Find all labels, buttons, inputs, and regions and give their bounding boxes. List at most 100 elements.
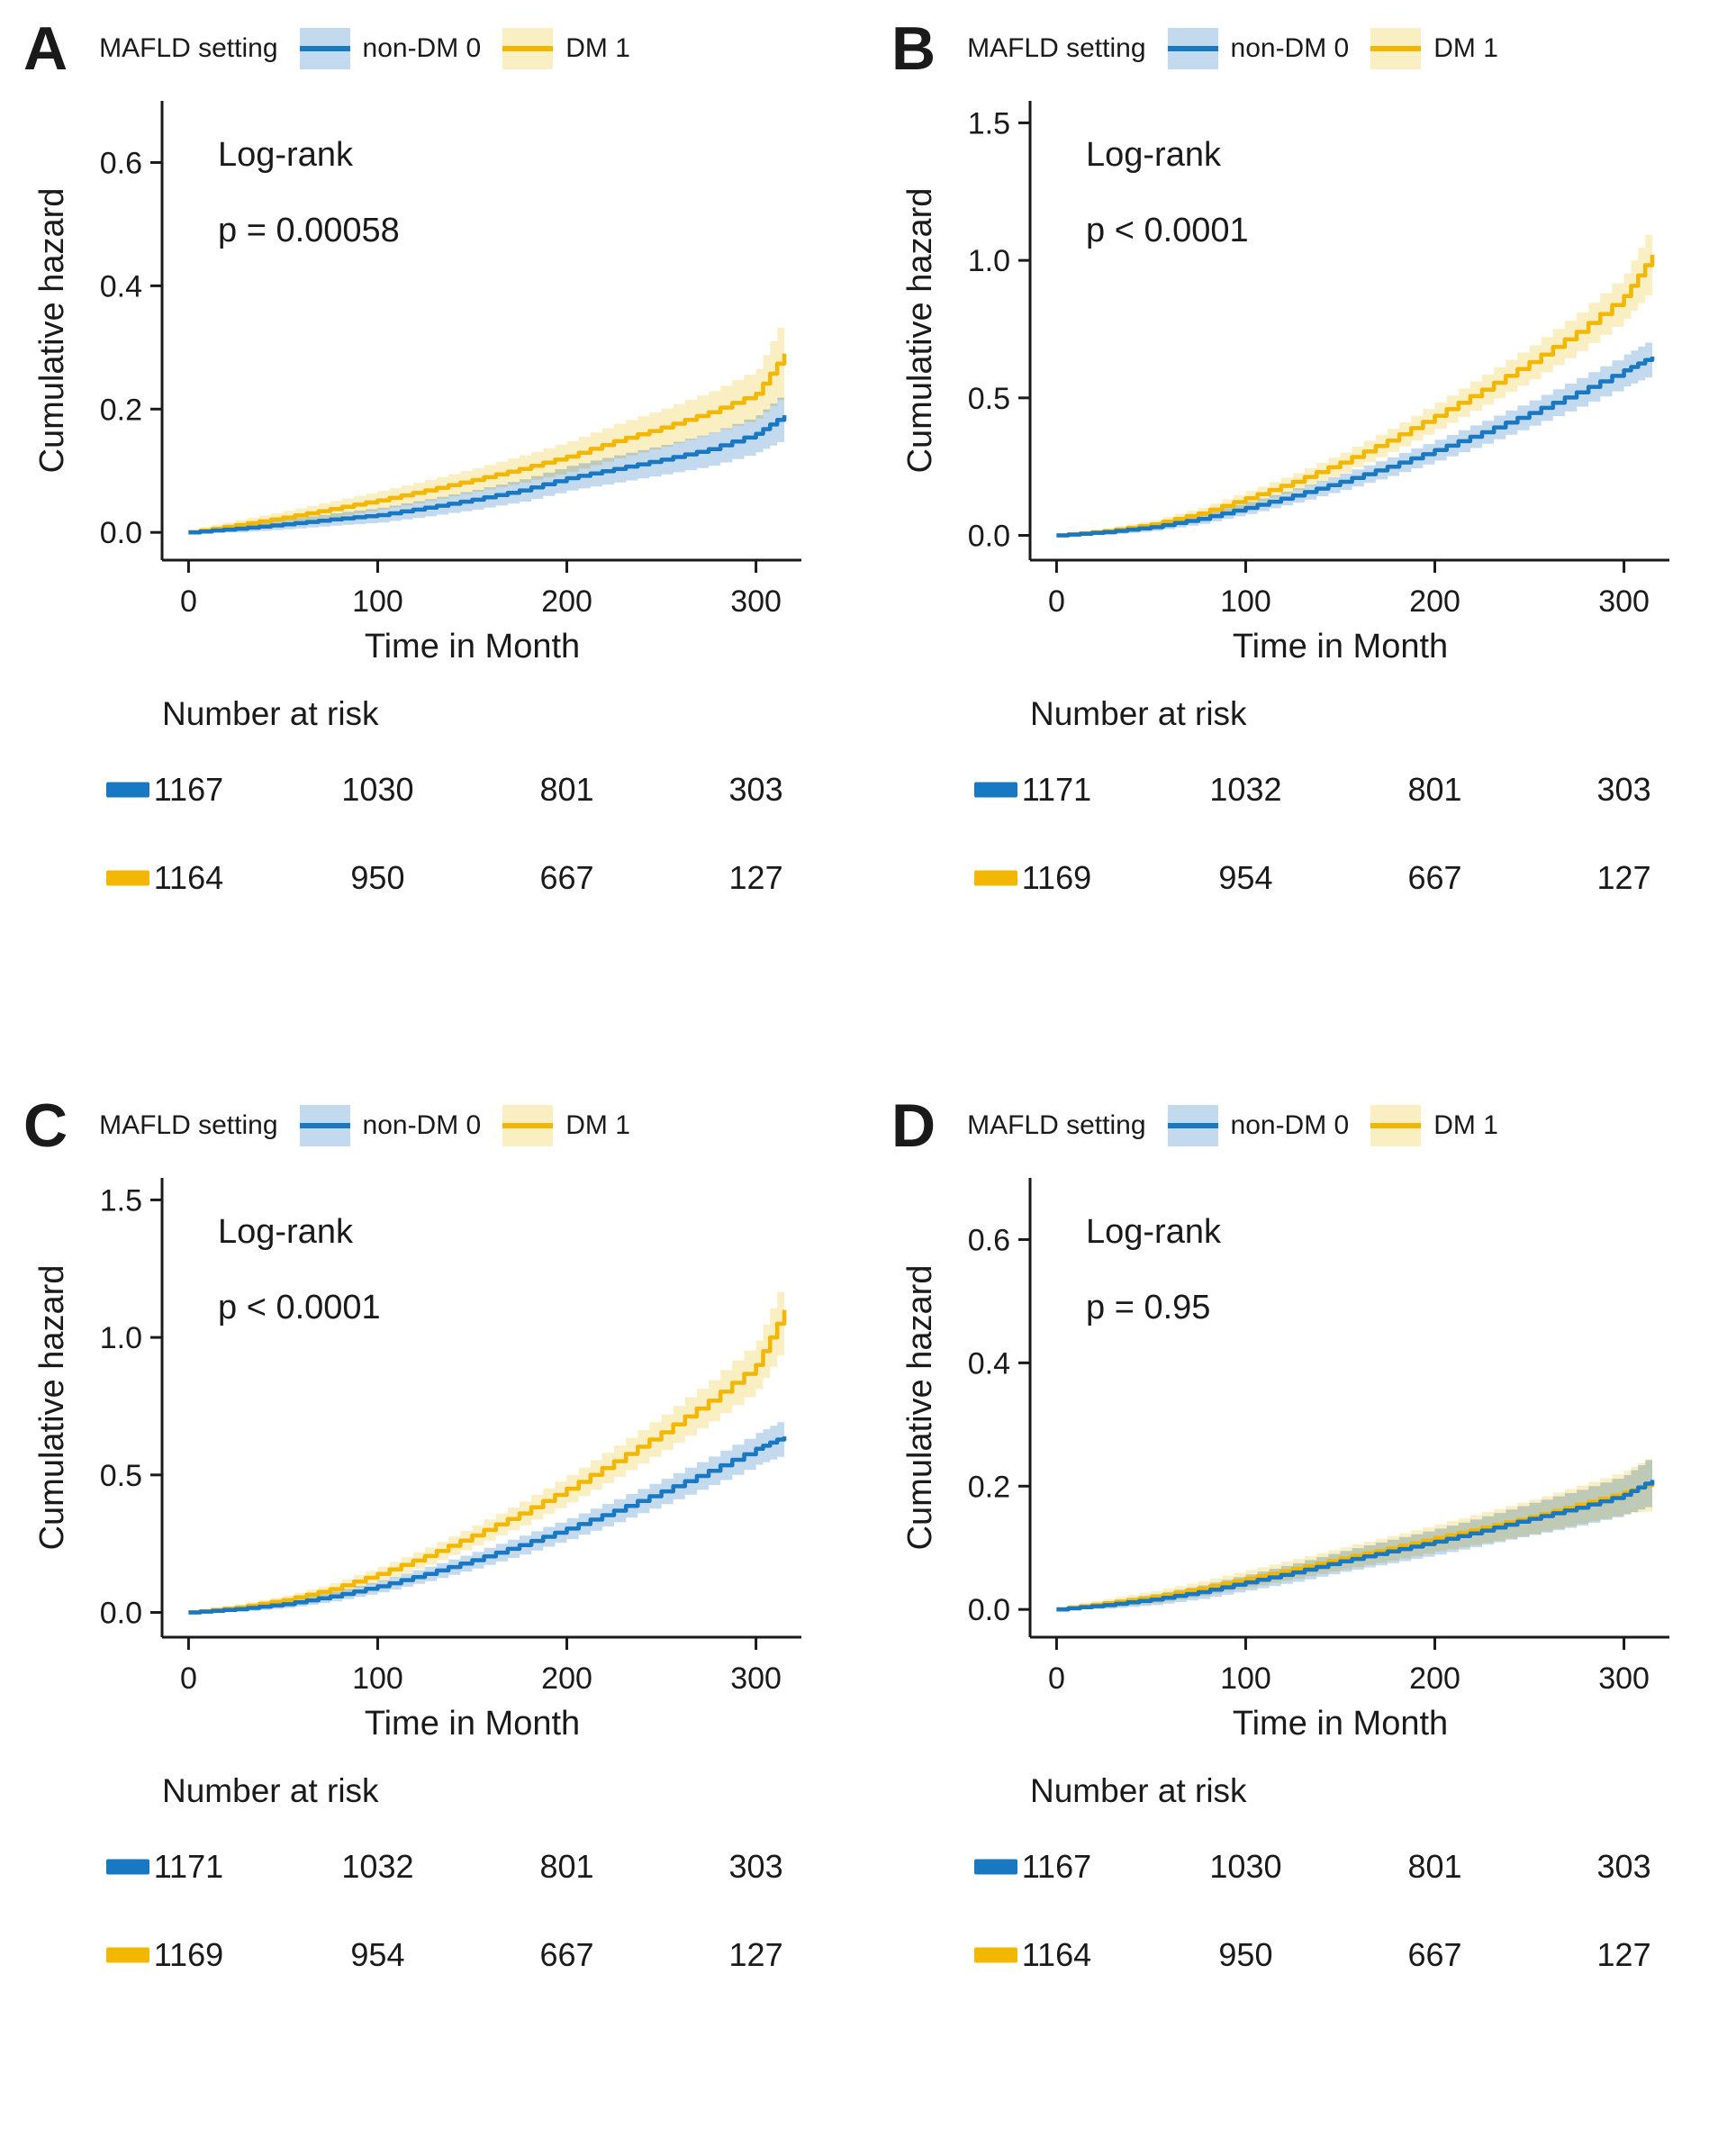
legend-line-dm-icon [1370, 1123, 1422, 1128]
panel-A-letter: A [23, 14, 69, 83]
risk-swatch-non-dm-icon [106, 1859, 149, 1875]
legend-item-non-dm: non-DM 0 [1167, 28, 1349, 69]
svg-text:200: 200 [1409, 1662, 1460, 1696]
legend-item-dm: DM 1 [502, 28, 630, 69]
risk-row-dm: 1164 950 667 127 [868, 1911, 1736, 1999]
panel-B-cumulative-hazard-plot: 0.0 0.5 1.0 1.5 0 100 200 300 Time in Month Cumul… [901, 101, 1669, 666]
risk-swatch-non-dm-icon [106, 782, 149, 798]
risk-row-non-dm: 1167 1030 801 303 [0, 746, 868, 834]
risk-count: 1164 [1021, 1936, 1092, 1973]
risk-count: 667 [1407, 859, 1462, 896]
panel-A-number-at-risk: Number at risk 1167 1030 801 303 1164 95… [0, 695, 868, 922]
risk-count: 1030 [1209, 1848, 1282, 1885]
svg-text:p = 0.95: p = 0.95 [1086, 1289, 1210, 1327]
risk-track: 1164 950 667 127 [1022, 1911, 1669, 1999]
legend-swatch-dm-icon [1370, 1105, 1422, 1146]
panel-C-letter: C [23, 1091, 69, 1160]
legend-line-non-dm-icon [1167, 1123, 1218, 1128]
risk-count: 303 [1596, 1848, 1651, 1885]
panel-C-number-at-risk: Number at risk 1171 1032 801 303 1169 95… [0, 1772, 868, 1999]
svg-text:Cumulative hazard: Cumulative hazard [33, 1265, 71, 1551]
svg-text:Cumulative hazard: Cumulative hazard [33, 188, 71, 474]
risk-swatch-dm-icon [974, 870, 1017, 886]
risk-count: 801 [1407, 1848, 1462, 1885]
svg-text:1.0: 1.0 [100, 1321, 142, 1355]
risk-count: 667 [539, 1936, 594, 1973]
risk-count: 1169 [153, 1936, 224, 1973]
svg-text:0.0: 0.0 [100, 1597, 142, 1631]
panel-A: A MAFLD setting non-DM 0 DM 1 0.0 0.2 0.4 0… [0, 0, 868, 1077]
risk-row-dm: 1169 954 667 127 [0, 1911, 868, 1999]
risk-count: 1171 [153, 1848, 224, 1885]
number-at-risk-title: Number at risk [162, 695, 379, 732]
risk-row-dm: 1164 950 667 127 [0, 834, 868, 922]
svg-text:0: 0 [180, 1662, 197, 1696]
svg-text:1.0: 1.0 [968, 244, 1010, 278]
risk-count: 801 [539, 1848, 594, 1885]
risk-count: 1169 [1021, 859, 1092, 896]
risk-count: 303 [1596, 771, 1651, 808]
svg-text:1.5: 1.5 [968, 106, 1010, 140]
risk-count: 954 [1218, 859, 1273, 896]
svg-text:100: 100 [352, 1662, 403, 1696]
risk-count: 127 [1596, 859, 1651, 896]
svg-text:0: 0 [180, 584, 197, 619]
svg-text:0.6: 0.6 [968, 1223, 1010, 1257]
risk-count: 303 [728, 1848, 783, 1885]
panel-D-legend: MAFLD setting non-DM 0 DM 1 [967, 1105, 1498, 1146]
legend-swatch-non-dm-icon [1167, 28, 1218, 69]
svg-text:200: 200 [541, 584, 592, 619]
legend-label-non-dm: non-DM 0 [362, 33, 482, 63]
risk-swatch-dm-icon [974, 1947, 1017, 1963]
legend-item-non-dm: non-DM 0 [1167, 1105, 1350, 1146]
legend-swatch-non-dm-icon [299, 28, 350, 69]
svg-text:Time in Month: Time in Month [365, 628, 580, 666]
svg-text:100: 100 [352, 584, 403, 619]
legend-line-dm-icon [502, 1123, 554, 1128]
panel-B: B MAFLD setting non-DM 0 DM 1 0.0 0.5 1.0 1… [868, 0, 1736, 1077]
risk-count: 127 [728, 859, 783, 896]
panel-C-header: C MAFLD setting non-DM 0 DM 1 [0, 1077, 868, 1160]
legend-label-non-dm: non-DM 0 [1230, 1110, 1350, 1140]
panel-B-number-at-risk: Number at risk 1171 1032 801 303 1169 95… [868, 695, 1736, 922]
risk-track: 1167 1030 801 303 [154, 746, 801, 834]
legend-swatch-dm-icon [1370, 28, 1422, 69]
risk-count: 1167 [1021, 1848, 1092, 1885]
svg-text:0: 0 [1048, 584, 1065, 619]
risk-row-non-dm: 1167 1030 801 303 [868, 1823, 1736, 1911]
svg-text:Log-rank: Log-rank [218, 1213, 354, 1251]
svg-text:Log-rank: Log-rank [1086, 1213, 1222, 1251]
svg-text:p = 0.00058: p = 0.00058 [218, 212, 400, 249]
number-at-risk-title: Number at risk [162, 1772, 379, 1809]
svg-text:0.2: 0.2 [100, 393, 142, 427]
legend-title: MAFLD setting [99, 33, 278, 63]
svg-text:300: 300 [1598, 1662, 1650, 1696]
svg-text:0.4: 0.4 [100, 269, 142, 303]
svg-text:Cumulative hazard: Cumulative hazard [901, 1265, 939, 1551]
legend-line-dm-icon [502, 46, 554, 51]
svg-text:Log-rank: Log-rank [218, 136, 354, 174]
svg-text:1.5: 1.5 [100, 1183, 142, 1218]
panel-A-cumulative-hazard-plot: 0.0 0.2 0.4 0.6 0 100 200 300 Time in Month Cumul… [33, 101, 801, 666]
risk-count: 127 [1596, 1936, 1651, 1973]
svg-text:0.0: 0.0 [968, 520, 1010, 554]
svg-text:Cumulative hazard: Cumulative hazard [901, 188, 939, 474]
legend-item-dm: DM 1 [1370, 1105, 1498, 1146]
legend-label-dm: DM 1 [1433, 1110, 1498, 1140]
panel-A-header: A MAFLD setting non-DM 0 DM 1 [0, 0, 868, 83]
svg-text:Log-rank: Log-rank [1086, 136, 1222, 174]
risk-track: 1171 1032 801 303 [1022, 746, 1669, 834]
risk-count: 303 [728, 771, 783, 808]
number-at-risk-title: Number at risk [1030, 1772, 1247, 1809]
legend-label-dm: DM 1 [565, 1110, 630, 1140]
risk-count: 1171 [1021, 771, 1092, 808]
svg-text:0.0: 0.0 [968, 1593, 1010, 1627]
panel-C: C MAFLD setting non-DM 0 DM 1 0.0 0.5 1.0 1… [0, 1077, 868, 2155]
legend-item-dm: DM 1 [1370, 28, 1498, 69]
risk-row-non-dm: 1171 1032 801 303 [868, 746, 1736, 834]
legend-label-non-dm: non-DM 0 [362, 1110, 482, 1140]
svg-text:300: 300 [1598, 584, 1650, 619]
risk-count: 1164 [153, 859, 224, 896]
risk-count: 1167 [153, 771, 224, 808]
